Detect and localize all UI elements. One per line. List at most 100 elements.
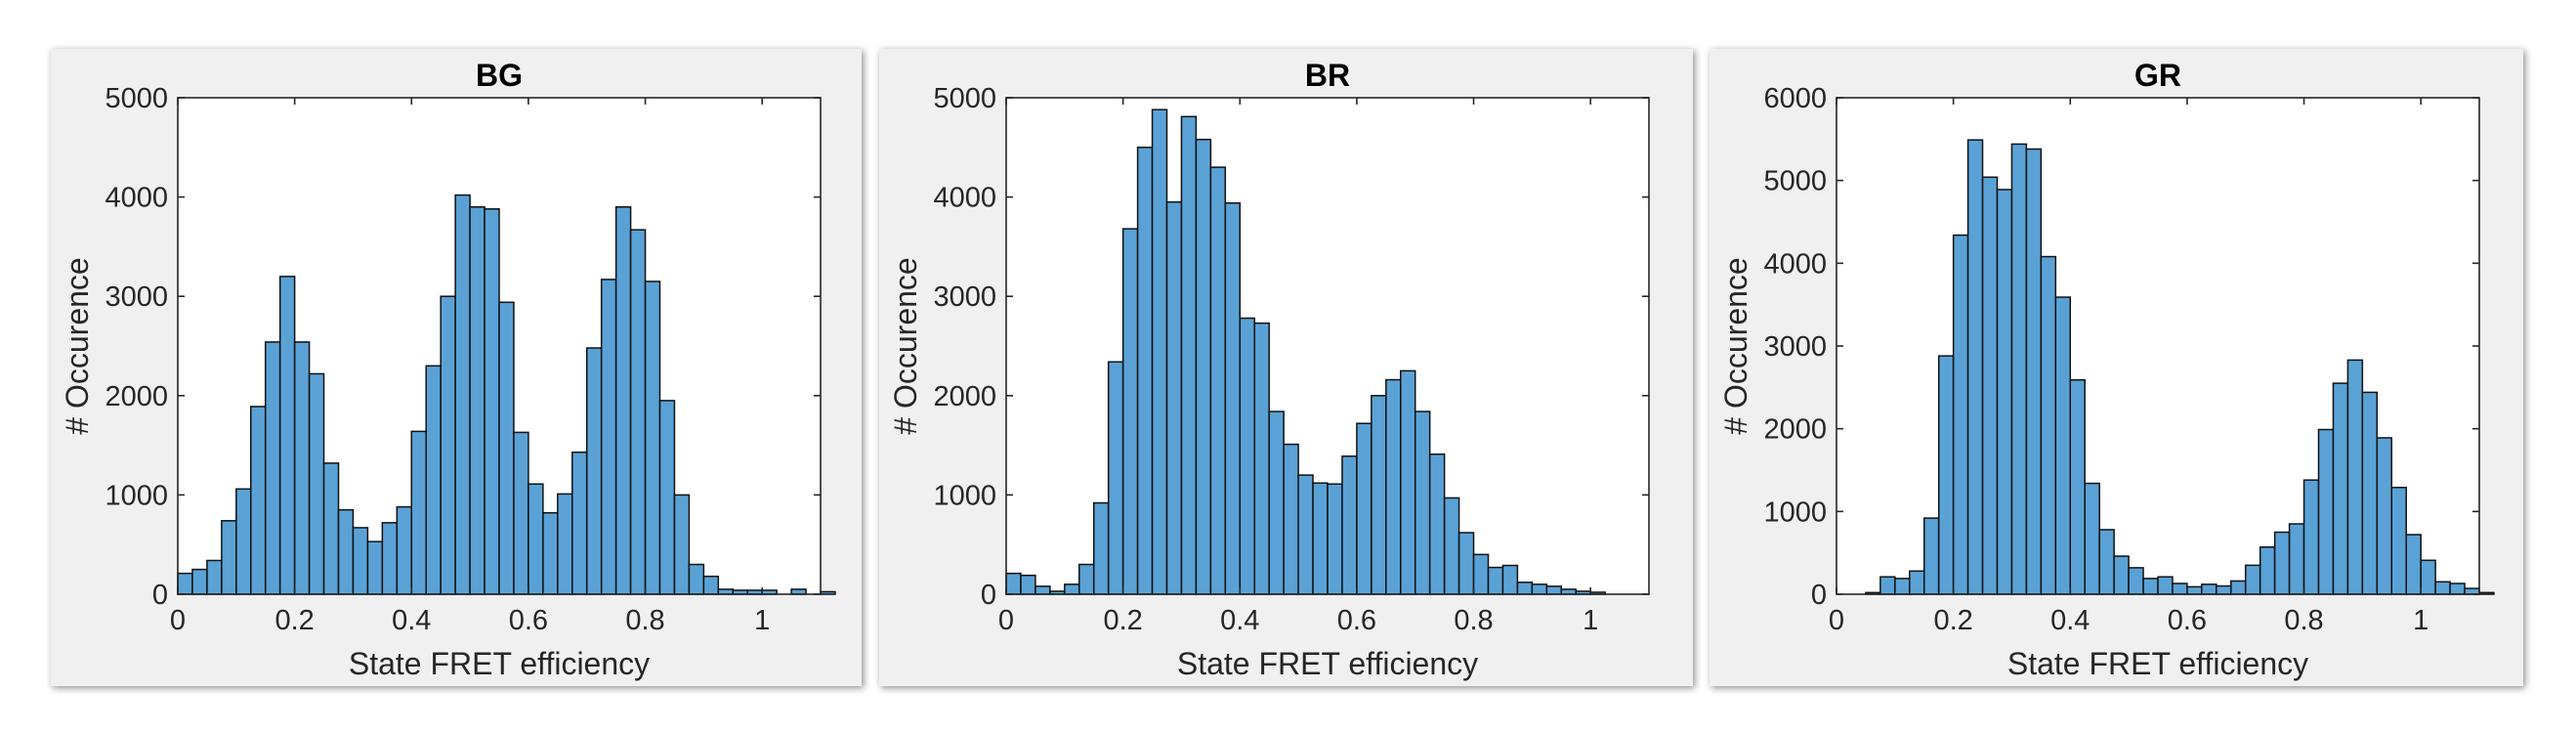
bar [410,430,427,595]
histogram-panel-gr: 0 0.2 0.4 0.6 0.8 1 0 1000 2000 3000 4000 5000 6000 G… [1710,49,2523,686]
y-tick-label: 6000 [1763,83,1827,114]
bar [1224,201,1242,595]
bar [2040,255,2057,595]
bar [2361,391,2379,595]
x-tick-label: 1 [1583,605,1598,636]
bar [2273,531,2291,595]
y-tick-label: 5000 [105,83,168,114]
bar [571,451,588,595]
x-tick-label: 0 [170,605,186,636]
bar [484,208,500,595]
x-tick-label: 0.6 [2168,605,2207,636]
bar [1165,200,1183,595]
x-tick-label: 0.4 [392,605,431,636]
bar [322,462,340,595]
bar [658,400,676,595]
bar [1312,482,1329,595]
bar [2332,382,2349,595]
y-tick-label: 0 [981,580,996,611]
bars [177,194,836,595]
x-tick-label: 0.2 [274,605,314,636]
y-tick-label: 0 [152,580,168,611]
bar [440,295,456,595]
bar [1922,517,1940,595]
bar [1966,139,1984,595]
bar [1268,410,1285,595]
bar [688,563,705,595]
bar [2288,523,2305,595]
bar [614,206,632,595]
bar [381,522,399,595]
bar [2157,576,2174,595]
bar [1239,317,1255,595]
x-axis-label: State FRET efficiency [1177,646,1478,681]
bar [2201,583,2217,595]
bar [2302,479,2320,595]
bar [177,572,193,595]
bar [2054,296,2072,595]
bar [542,511,559,595]
bar [673,494,691,595]
axes-box [177,97,822,595]
bar [1151,108,1168,595]
bar [2259,545,2276,595]
bar [293,341,311,595]
bar [1020,574,1036,595]
x-tick-label: 0.2 [1103,605,1142,636]
x-tick-label: 0.8 [1454,605,1493,636]
y-tick-label: 3000 [933,281,996,313]
bar [2478,591,2495,595]
bar [454,194,471,595]
histogram-chart-gr: 0 0.2 0.4 0.6 0.8 1 0 1000 2000 3000 4000 5000 6000 G… [1718,58,2495,681]
bar [2084,482,2100,595]
bar [235,488,252,595]
histogram-chart-bg: 0 0.2 0.4 0.6 0.8 1 0 1000 2000 3000 4000 5000 BG Sta… [60,58,836,681]
bar [2434,581,2451,595]
bar [1937,355,1955,595]
x-tick-label: 0.2 [1933,605,1972,636]
bar [644,281,661,595]
x-tick-label: 0.8 [625,605,664,636]
bar [1092,501,1110,595]
x-tick-label: 0.4 [1220,605,1259,636]
bar [1253,322,1270,595]
bar [1443,497,1460,595]
bar [1545,585,1563,595]
y-tick-label: 0 [1811,580,1827,611]
y-tick-label: 4000 [1763,248,1827,280]
y-axis-label: # Occurence [60,257,95,434]
bar [264,341,281,595]
bar [1457,532,1475,595]
bar [1341,455,1358,595]
y-tick-label: 4000 [105,183,168,214]
bar [1996,189,2013,595]
bar [2216,584,2232,595]
bar [1385,378,1402,595]
bar [820,590,836,595]
bar [1136,147,1154,595]
bar [2010,143,2028,595]
bar [1356,422,1372,595]
bar [2069,378,2086,595]
y-tick-label: 2000 [933,381,996,412]
bar [600,279,617,595]
y-tick-label: 5000 [1763,166,1827,197]
y-tick-label: 4000 [933,183,996,214]
bar [2376,437,2393,595]
bar [1879,576,1896,595]
bar [1121,228,1139,595]
bar [337,508,355,595]
chart-title: BG [476,58,523,93]
bar [2449,583,2466,595]
bar [1487,566,1504,595]
bar [308,372,325,595]
bar [2244,564,2261,595]
bar [469,206,486,595]
bar [528,483,544,595]
y-tick-label: 3000 [1763,331,1827,363]
bar [221,520,237,595]
bar [2098,529,2115,595]
bar [191,568,208,595]
histogram-panel-br: 0 0.2 0.4 0.6 0.8 1 0 1000 2000 3000 4000 5000 BR Sta… [879,49,1693,686]
x-tick-label: 0.6 [509,605,548,636]
